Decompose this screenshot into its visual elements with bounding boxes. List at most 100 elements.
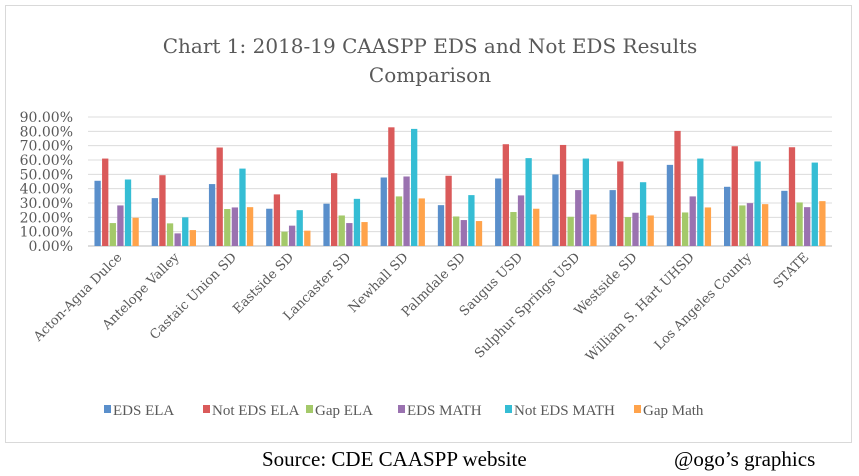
bar-eds-ela — [94, 180, 101, 246]
bar-eds-math — [575, 190, 582, 246]
bar-not-eds-ela — [216, 147, 223, 246]
bar-not-eds-ela — [102, 158, 109, 246]
bar-not-eds-math — [525, 158, 532, 246]
bar-not-eds-math — [182, 217, 189, 246]
chart-title-line-2: Comparison — [369, 63, 491, 87]
bar-not-eds-math — [754, 161, 761, 246]
bar-gap-ela — [166, 223, 174, 246]
bar-eds-ela — [323, 203, 330, 246]
bar-eds-math — [117, 205, 124, 246]
legend-label: EDS MATH — [407, 403, 482, 419]
bar-gap-math — [246, 207, 254, 246]
bar-gap-ela — [739, 205, 746, 246]
bar-eds-ela — [609, 190, 616, 246]
bar-gap-math — [704, 207, 712, 246]
chart-title-line-1: Chart 1: 2018-19 CAASPP EDS and Not EDS … — [163, 34, 698, 58]
bar-not-eds-ela — [273, 194, 281, 246]
bar-eds-math — [689, 196, 696, 246]
bar-eds-ela — [495, 178, 502, 246]
bar-gap-ela — [681, 212, 689, 246]
bar-gap-math — [533, 208, 540, 246]
bar-eds-ela — [380, 177, 387, 246]
bar-gap-ela — [567, 216, 574, 246]
bar-not-eds-ela — [502, 144, 509, 246]
bar-gap-ela — [796, 202, 803, 246]
bar-gap-ela — [224, 209, 231, 246]
legend-label: Gap ELA — [315, 403, 373, 419]
bar-gap-math — [189, 230, 196, 246]
bar-eds-math — [460, 220, 467, 246]
bar-gap-ela — [624, 217, 632, 246]
bar-gap-ela — [338, 215, 345, 246]
bar-eds-ela — [552, 174, 559, 246]
bar-not-eds-ela — [330, 173, 338, 246]
y-tick-label: 70.00% — [20, 139, 73, 155]
y-tick-label: 90.00% — [20, 110, 73, 126]
bar-not-eds-ela — [731, 146, 738, 246]
legend-label: Not EDS ELA — [212, 403, 300, 419]
bar-eds-math — [517, 195, 525, 246]
bar-not-eds-math — [639, 182, 647, 246]
bar-eds-math — [346, 223, 353, 246]
bar-gap-ela — [281, 231, 288, 246]
bar-not-eds-math — [239, 168, 246, 246]
bar-eds-math — [746, 203, 754, 246]
bar-eds-ela — [437, 205, 445, 246]
bar-not-eds-math — [296, 210, 303, 246]
credit-note: @ogo’s graphics — [674, 447, 815, 471]
bar-eds-ela — [266, 208, 273, 246]
bar-not-eds-math — [411, 128, 418, 246]
bar-gap-ela — [109, 223, 116, 246]
y-tick-label: 10.00% — [20, 225, 73, 241]
bar-not-eds-ela — [559, 144, 567, 246]
bar-eds-ela — [724, 186, 731, 246]
legend-swatch — [398, 405, 405, 413]
legend-label: Gap Math — [643, 403, 704, 419]
legend-label: EDS ELA — [113, 403, 174, 419]
bar-not-eds-math — [582, 158, 590, 246]
legend-swatch — [104, 405, 111, 413]
bar-eds-math — [632, 212, 639, 246]
bar-not-eds-math — [353, 198, 361, 246]
legend-swatch — [203, 405, 210, 413]
y-tick-label: 40.00% — [20, 182, 73, 198]
bar-not-eds-math — [697, 158, 704, 246]
bar-gap-math — [475, 221, 483, 246]
y-tick-label: 50.00% — [20, 167, 73, 183]
bar-eds-ela — [208, 184, 216, 246]
bar-not-eds-ela — [788, 147, 796, 246]
bar-gap-math — [762, 204, 769, 246]
y-tick-label: 20.00% — [20, 210, 73, 226]
y-tick-label: 30.00% — [20, 196, 73, 212]
source-note: Source: CDE CAASPP website — [262, 447, 527, 471]
bar-not-eds-math — [124, 179, 132, 246]
bar-gap-math — [647, 215, 654, 246]
bar-eds-math — [288, 225, 296, 246]
bar-eds-math — [174, 233, 181, 246]
bar-not-eds-ela — [674, 130, 681, 246]
bar-eds-math — [804, 207, 811, 246]
bar-not-eds-math — [811, 162, 818, 246]
y-tick-label: 60.00% — [20, 153, 73, 169]
bar-gap-ela — [395, 196, 403, 246]
bar-eds-ela — [151, 198, 158, 246]
bar-not-eds-ela — [159, 175, 166, 246]
y-tick-label: 80.00% — [20, 124, 73, 140]
bar-not-eds-ela — [617, 161, 624, 246]
bar-eds-math — [231, 207, 239, 246]
bar-eds-ela — [666, 164, 674, 246]
bar-gap-ela — [510, 212, 517, 246]
y-tick-label: 0.00% — [29, 239, 73, 255]
bar-gap-math — [132, 217, 139, 246]
bar-gap-math — [304, 230, 311, 246]
bar-not-eds-ela — [445, 175, 452, 246]
legend-swatch — [634, 405, 641, 413]
bar-eds-math — [403, 176, 410, 246]
bar-gap-math — [590, 214, 597, 246]
bar-eds-ela — [781, 190, 788, 246]
bar-gap-math — [361, 222, 368, 246]
bar-gap-ela — [453, 216, 460, 246]
legend-swatch — [306, 405, 313, 413]
legend-swatch — [505, 405, 512, 413]
